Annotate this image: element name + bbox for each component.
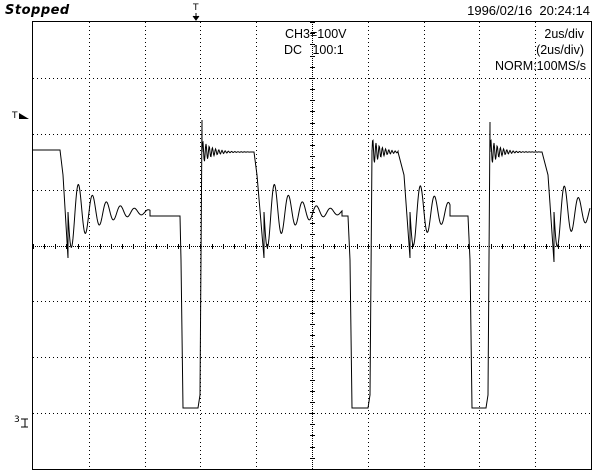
- right-arrow-icon: [19, 113, 29, 119]
- ground-icon: [21, 418, 28, 428]
- trigger-level-label: T: [12, 111, 18, 121]
- center-axes: [33, 22, 592, 470]
- trigger-time-label: T: [193, 3, 199, 13]
- trigger-time-marker: T: [192, 3, 200, 21]
- acquisition-mode: NORM:100MS/s: [495, 59, 586, 73]
- date-time: 1996/02/16 20:24:14: [467, 3, 590, 18]
- timebase-zoom: (2us/div): [536, 43, 584, 57]
- ground-level-marker: 3: [14, 415, 28, 428]
- ch3-waveform: [33, 119, 591, 409]
- timebase-main: 2us/div: [544, 27, 584, 41]
- graticule-grid: [33, 22, 590, 467]
- channel-scale: CH3=100V: [285, 27, 347, 41]
- channel-coupling: DC 100:1: [284, 43, 344, 57]
- down-arrow-icon: [192, 13, 200, 21]
- acquisition-status: Stopped: [5, 3, 70, 18]
- trigger-level-marker: T: [12, 111, 29, 121]
- ground-level-label: 3: [14, 415, 20, 425]
